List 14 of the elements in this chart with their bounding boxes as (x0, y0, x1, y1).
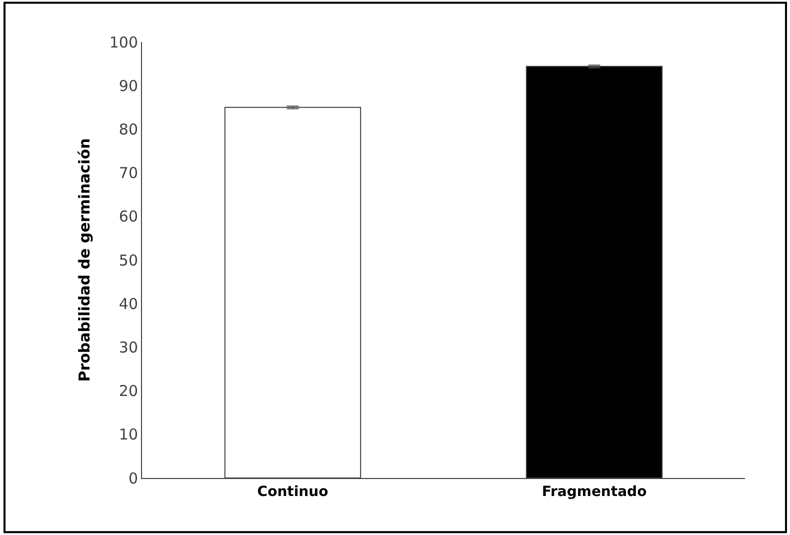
y-tick-label: 20 (118, 382, 138, 400)
y-tick-label: 100 (109, 33, 138, 52)
x-tick-label: Fragmentado (542, 484, 648, 500)
y-tick-label: 90 (118, 76, 138, 95)
y-tick-label: 70 (118, 164, 138, 182)
y-tick-label: 60 (118, 208, 138, 226)
y-tick-label: 50 (118, 251, 138, 270)
x-tick-label: Continuo (257, 484, 329, 500)
y-tick-label: 80 (118, 120, 138, 138)
y-tick-label: 40 (118, 294, 138, 313)
y-tick-label: 10 (118, 426, 138, 444)
y-tick-label: 30 (118, 338, 138, 356)
y-tick-label: 0 (128, 469, 138, 488)
y-axis-title: Probabilidad de germinación (76, 138, 94, 382)
